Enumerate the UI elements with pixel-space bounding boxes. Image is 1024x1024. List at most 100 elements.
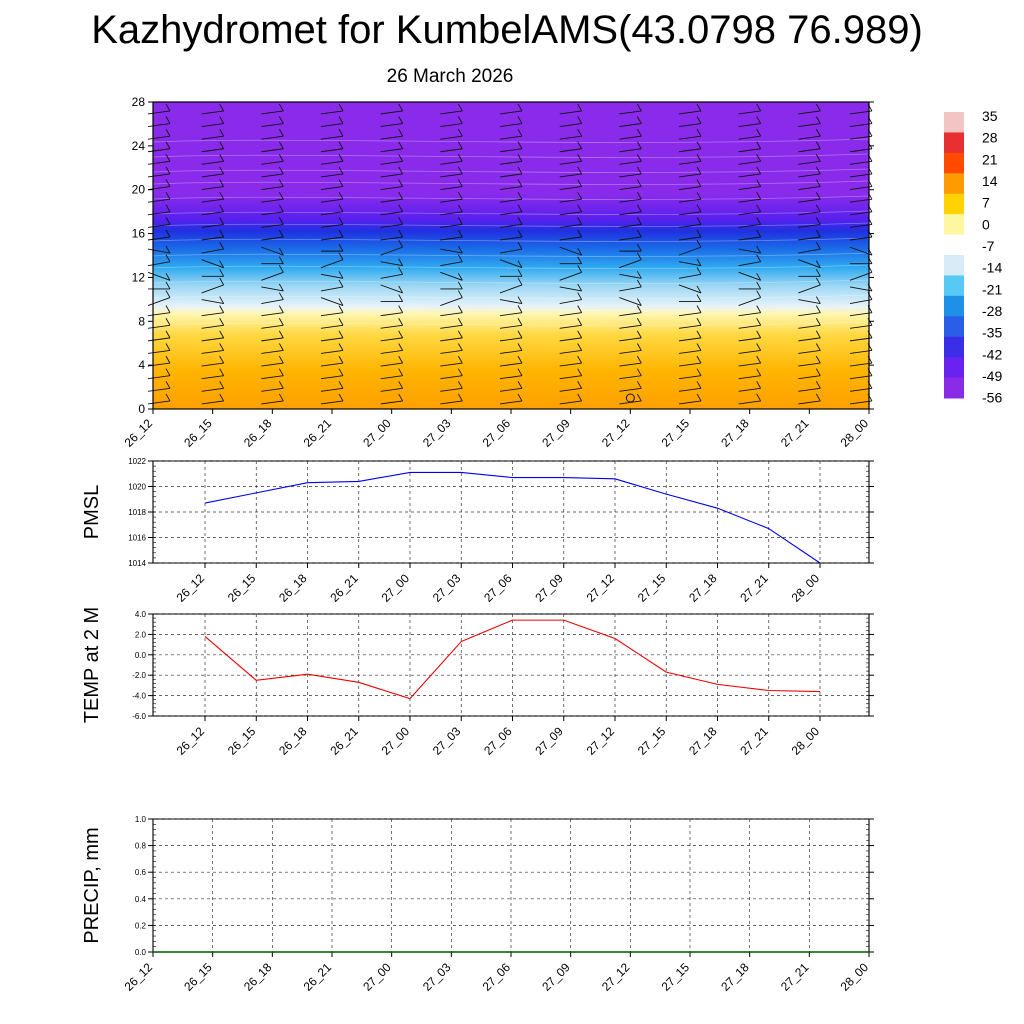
wind-barb: [798, 375, 821, 380]
wind-barb: [499, 312, 523, 317]
wind-barb: [619, 350, 642, 354]
wind-barb-flag: [815, 305, 821, 313]
wind-barb: [849, 375, 873, 380]
wind-barb-flag: [219, 305, 225, 313]
wind-barb: [380, 337, 403, 342]
wind-barb: [261, 110, 284, 115]
wind-barb: [147, 387, 171, 392]
wind-barb-flag: [756, 290, 762, 298]
wind-barb: [849, 148, 873, 153]
wind-barb-flag: [636, 154, 642, 162]
wind-barb-flag: [165, 141, 171, 149]
wind-barb: [320, 160, 344, 165]
wind-barb-flag: [165, 281, 171, 290]
wind-barb: [440, 148, 463, 153]
wind-barb: [738, 110, 761, 115]
wind-barb: [147, 400, 171, 405]
wind-barb-flag: [457, 254, 463, 262]
wind-barb-flag: [696, 285, 702, 294]
xsec-x-tick-label: 28_00: [838, 416, 872, 450]
wind-barb: [440, 223, 463, 228]
wind-barb: [320, 312, 344, 317]
xsec-y-tick-label: 16: [132, 227, 146, 241]
wind-barb: [201, 186, 224, 191]
precip-x-tick-label: 27_15: [659, 960, 693, 994]
wind-barb: [440, 261, 463, 267]
wind-barb-flag: [756, 166, 762, 175]
wind-barb-flag: [165, 290, 171, 298]
colorbar-swatch: [944, 214, 964, 236]
wind-barb-flag: [338, 271, 344, 279]
wind-barb-flag: [636, 279, 642, 288]
colorbar-label: -42: [982, 346, 1002, 362]
wind-barb-flag: [338, 330, 344, 339]
wind-barb: [798, 387, 821, 392]
wind-barb: [849, 337, 873, 342]
wind-barb-flag: [517, 318, 523, 326]
wind-barb: [147, 123, 171, 127]
wind-barb: [201, 148, 224, 153]
wind-barb-flag: [756, 330, 762, 339]
wind-barb-flag: [219, 343, 225, 351]
wind-barb: [380, 236, 403, 241]
wind-barb: [320, 110, 344, 115]
wind-barb: [440, 123, 463, 127]
wind-barb: [678, 135, 702, 140]
pmsl-x-tick-label: 27_03: [430, 571, 464, 605]
wind-barb: [201, 173, 224, 178]
wind-barb-flag: [398, 128, 404, 137]
wind-barb: [798, 173, 821, 178]
wind-barb: [499, 284, 523, 294]
pmsl-y-tick-label: 1022: [128, 457, 146, 466]
wind-barb: [559, 211, 582, 216]
wind-barb: [320, 148, 344, 153]
wind-barb: [619, 286, 642, 292]
wind-barb-flag: [457, 141, 463, 149]
wind-barb: [798, 186, 821, 191]
chart-subtitle: 26 March 2026: [386, 66, 514, 87]
wind-barb-flag: [219, 393, 225, 402]
wind-barb: [380, 273, 403, 279]
wind-barb: [261, 400, 284, 405]
wind-barb: [499, 259, 523, 269]
wind-barb-flag: [338, 191, 344, 200]
wind-barb: [320, 236, 344, 241]
wind-barb-flag: [577, 141, 583, 149]
wind-barb-flag: [398, 217, 404, 225]
wind-barb-flag: [219, 229, 225, 238]
wind-barb: [678, 284, 702, 294]
wind-barb-flag: [756, 191, 762, 200]
wind-barb-flag: [577, 368, 583, 376]
wind-barb-flag: [338, 229, 344, 238]
wind-barb-flag: [636, 217, 642, 225]
precip-x-tick-label: 26_15: [181, 960, 215, 994]
precip-x-tick-label: 27_21: [778, 960, 812, 994]
wind-barb-flag: [517, 343, 523, 351]
xsec-y-tick-label: 8: [138, 314, 145, 328]
wind-barb: [849, 173, 873, 178]
wind-barb: [559, 387, 582, 392]
wind-barb: [320, 297, 344, 306]
wind-barb: [440, 337, 463, 342]
xsec-x-tick-label: 27_12: [599, 416, 633, 450]
wind-barb: [798, 299, 821, 304]
wind-barb-flag: [636, 141, 642, 149]
wind-barb: [559, 350, 582, 354]
wind-barb-flag: [636, 298, 642, 306]
colorbar-label: -28: [982, 303, 1002, 319]
wind-barb-flag: [517, 204, 523, 213]
wind-barb-flag: [577, 265, 583, 273]
temp-y-tick-label: 0.0: [135, 651, 147, 660]
wind-barb: [798, 337, 821, 342]
colorbar-swatch: [944, 255, 964, 276]
xsec-y-tick-label: 20: [132, 183, 146, 197]
wind-barb: [849, 286, 873, 292]
pmsl-y-tick-label: 1016: [128, 534, 146, 543]
wind-barb-flag: [219, 269, 225, 277]
wind-barb-flag: [165, 305, 171, 313]
wind-barb: [619, 375, 642, 380]
wind-barb-flag: [636, 191, 642, 200]
wind-barb-flag: [696, 141, 702, 149]
wind-barb: [147, 236, 171, 241]
